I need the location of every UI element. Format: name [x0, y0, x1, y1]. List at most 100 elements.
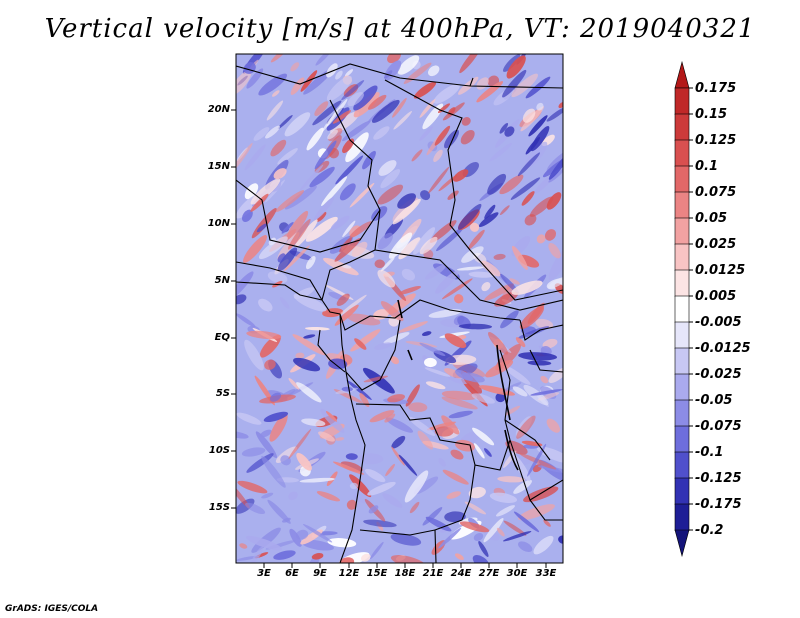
- velocity-cell: [548, 243, 561, 259]
- velocity-cell: [368, 94, 387, 110]
- velocity-cell: [481, 282, 491, 292]
- lon-label: 15E: [366, 568, 388, 579]
- velocity-cell: [489, 492, 518, 504]
- velocity-cell: [413, 227, 436, 255]
- velocity-cell: [487, 173, 507, 195]
- velocity-cell: [349, 482, 358, 490]
- lon-label: 21E: [422, 568, 444, 579]
- velocity-cell: [380, 257, 395, 272]
- velocity-cell: [345, 132, 369, 163]
- velocity-cell: [543, 519, 551, 527]
- velocity-cell: [246, 453, 274, 473]
- velocity-cell: [544, 229, 557, 241]
- velocity-cell: [398, 321, 428, 333]
- velocity-cell: [419, 236, 438, 255]
- velocity-cell: [444, 511, 466, 523]
- map-frame: [235, 53, 564, 564]
- velocity-cell: [503, 54, 521, 72]
- colorbar-label: -0.05: [695, 393, 733, 408]
- velocity-cell: [456, 266, 484, 271]
- velocity-cell: [353, 92, 380, 118]
- velocity-cell: [397, 55, 420, 75]
- velocity-cell: [417, 430, 434, 450]
- velocity-cell: [397, 193, 416, 209]
- colorbar-label: -0.0125: [695, 341, 751, 356]
- velocity-cell: [353, 85, 378, 111]
- velocity-cell: [519, 453, 557, 470]
- country-borders: [236, 63, 563, 563]
- lakes: [397, 299, 519, 471]
- velocity-cell: [270, 139, 287, 157]
- velocity-cell: [536, 234, 546, 244]
- velocity-cell: [388, 232, 413, 259]
- velocity-cell: [441, 415, 460, 435]
- velocity-cell: [273, 168, 287, 180]
- velocity-cell: [472, 427, 495, 446]
- velocity-cell: [284, 185, 317, 210]
- velocity-cell: [473, 443, 485, 459]
- velocity-cell: [422, 103, 444, 130]
- velocity-cell: [342, 120, 371, 142]
- velocity-cell: [280, 455, 291, 466]
- velocity-cell: [246, 68, 264, 89]
- lat-label: 15N: [207, 161, 230, 172]
- velocity-cell: [334, 238, 361, 262]
- velocity-cell: [374, 342, 392, 350]
- velocity-cell: [405, 384, 420, 407]
- colorbar-swatch: [674, 295, 690, 323]
- velocity-cell: [349, 221, 372, 239]
- velocity-cell: [522, 108, 536, 123]
- velocity-cell: [527, 443, 547, 477]
- velocity-cell: [299, 477, 335, 483]
- velocity-cell: [349, 474, 372, 498]
- velocity-cell: [275, 190, 305, 213]
- velocity-cell: [267, 271, 288, 284]
- velocity-cell: [411, 149, 423, 162]
- velocity-cell: [473, 532, 484, 542]
- velocity-cell: [314, 101, 329, 116]
- velocity-cell: [489, 142, 512, 162]
- velocity-cell: [373, 126, 390, 140]
- velocity-cell: [484, 204, 496, 219]
- velocity-cell: [461, 246, 484, 263]
- velocity-cell: [419, 98, 436, 118]
- velocity-cell: [404, 470, 429, 503]
- velocity-cell: [548, 247, 563, 281]
- velocity-cell: [243, 235, 267, 263]
- velocity-cell: [245, 502, 266, 515]
- velocity-cell: [290, 62, 300, 72]
- velocity-cell: [483, 448, 492, 457]
- colorbar-label: 0.125: [695, 133, 737, 148]
- velocity-cell: [236, 271, 254, 300]
- velocity-cell: [428, 309, 463, 318]
- colorbar-label: -0.1: [695, 445, 724, 460]
- velocity-cell: [294, 219, 318, 248]
- velocity-cell: [499, 122, 509, 134]
- velocity-cell: [316, 491, 341, 502]
- velocity-cell: [530, 389, 563, 396]
- colorbar-swatch: [674, 139, 690, 167]
- velocity-cell: [349, 182, 375, 208]
- velocity-cell: [301, 418, 326, 427]
- velocity-cell: [241, 209, 253, 223]
- velocity-cell: [419, 126, 433, 141]
- velocity-cell: [309, 166, 335, 188]
- velocity-cell: [320, 408, 345, 433]
- velocity-cell: [516, 415, 536, 439]
- colorbar-swatch: [674, 477, 690, 505]
- velocity-cell: [295, 352, 305, 359]
- velocity-cell: [425, 381, 446, 390]
- velocity-cell: [266, 100, 284, 121]
- velocity-cell: [271, 90, 280, 97]
- velocity-cell: [521, 191, 535, 206]
- velocity-cell: [330, 215, 350, 230]
- velocity-cell: [326, 75, 352, 102]
- colorbar-label: -0.025: [695, 367, 742, 382]
- velocity-cell: [441, 396, 478, 410]
- velocity-cell: [458, 323, 493, 330]
- velocity-cell: [393, 111, 412, 130]
- velocity-cell: [481, 260, 501, 277]
- velocity-cell: [377, 184, 404, 205]
- velocity-cell: [323, 257, 359, 276]
- velocity-cell: [398, 237, 421, 260]
